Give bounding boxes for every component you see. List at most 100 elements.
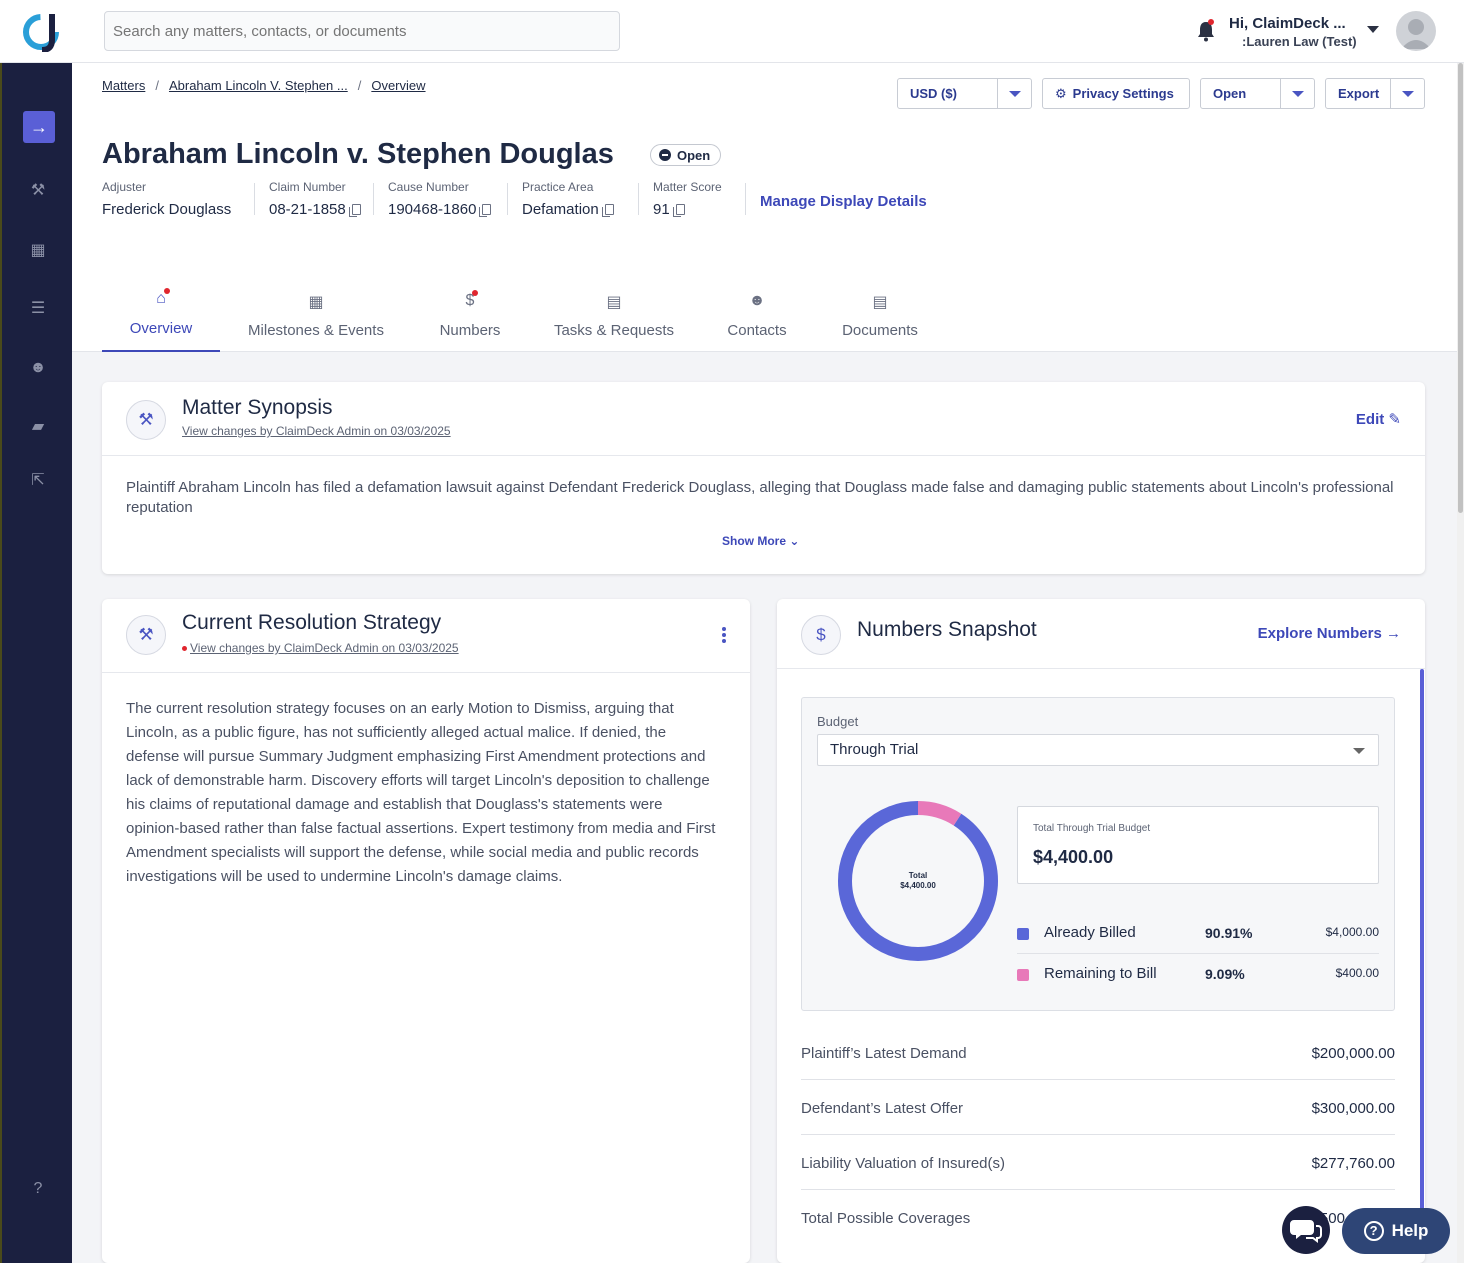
breadcrumb-matter[interactable]: Abraham Lincoln V. Stephen ... — [168, 78, 348, 93]
copy-icon[interactable] — [348, 204, 361, 217]
card-title: Numbers Snapshot — [857, 618, 1037, 641]
donut-center-label: Total — [909, 871, 928, 880]
total-budget-label: Total Through Trial Budget — [1033, 823, 1151, 834]
breadcrumb-matters[interactable]: Matters — [102, 78, 146, 93]
donut-center-value: $4,400.00 — [900, 881, 936, 890]
user-menu-caret-icon[interactable] — [1367, 26, 1379, 33]
search-input[interactable] — [104, 11, 620, 51]
user-org[interactable]: :Lauren Law (Test) — [1242, 34, 1357, 49]
tab-label: Documents — [842, 322, 918, 339]
divider — [254, 183, 255, 215]
legend-name: Remaining to Bill — [1044, 965, 1157, 982]
meta-value: Defamation — [522, 201, 599, 218]
edit-button[interactable]: Edit ✎ — [1355, 411, 1401, 428]
view-changes-link[interactable]: View changes by ClaimDeck Admin on 03/03… — [182, 424, 451, 438]
claimdeck-logo[interactable] — [22, 10, 64, 52]
sidebar-tasks-icon[interactable]: ☰ — [30, 300, 46, 317]
file-icon: ▤ — [606, 294, 622, 311]
manage-display-details-link[interactable]: Manage Display Details — [760, 193, 927, 210]
matter-synopsis-card: ⚒ Matter Synopsis View changes by ClaimD… — [102, 382, 1425, 574]
sidebar-share-icon[interactable]: ⇱ — [31, 472, 45, 489]
meta-cause-number: Cause Number 190468-1860 — [388, 180, 492, 218]
breadcrumb-overview[interactable]: Overview — [371, 78, 426, 93]
help-button[interactable]: ? Help — [1342, 1208, 1450, 1254]
scrollbar[interactable] — [1420, 669, 1424, 1254]
divider — [777, 668, 1425, 669]
legend-swatch — [1017, 969, 1029, 981]
user-greeting[interactable]: Hi, ClaimDeck ... — [1229, 15, 1346, 32]
export-button[interactable]: Export — [1325, 78, 1425, 109]
unread-dot — [182, 646, 187, 652]
minus-circle-icon — [659, 149, 671, 161]
sidebar-expand-button[interactable]: → — [23, 111, 55, 143]
privacy-settings-button[interactable]: ⚙ Privacy Settings — [1042, 78, 1190, 109]
explore-numbers-link[interactable]: Explore Numbers → — [1257, 625, 1401, 642]
home-icon: ⌂ — [156, 288, 170, 310]
divider — [745, 183, 746, 215]
currency-label: USD ($) — [910, 86, 957, 101]
tab-milestones[interactable]: ▦ Milestones & Events — [220, 283, 412, 352]
avatar[interactable] — [1396, 11, 1436, 51]
meta-key: Adjuster — [102, 180, 147, 194]
status-badge: Open — [650, 144, 722, 166]
tab-numbers[interactable]: $ Numbers — [412, 283, 528, 352]
sidebar-gavel-icon[interactable]: ⚒ — [30, 182, 46, 199]
legend-item: Remaining to Bill 9.09% $400.00 — [1017, 955, 1379, 995]
chevron-down-icon[interactable] — [1280, 79, 1314, 108]
numbers-row: Liability Valuation of Insured(s) $277,7… — [801, 1135, 1395, 1190]
users-icon: ☻ — [748, 292, 766, 309]
notification-dot — [1208, 19, 1214, 25]
meta-value: 08-21-1858 — [269, 201, 346, 218]
sidebar-help-icon[interactable]: ? — [33, 1180, 43, 1197]
meta-value: Frederick Douglass — [102, 201, 232, 218]
numbers-row-label: Total Possible Coverages — [801, 1210, 971, 1227]
gavel-icon: ⚒ — [126, 615, 166, 655]
show-more-button[interactable]: Show More ⌄ — [722, 534, 800, 548]
budget-panel: Budget Through Trial Total $4,400.00 Tot… — [801, 697, 1395, 1011]
tab-tasks[interactable]: ▤ Tasks & Requests — [528, 283, 700, 352]
legend-amount: $400.00 — [1335, 966, 1379, 980]
tab-label: Overview — [129, 320, 193, 337]
breadcrumb: Matters / Abraham Lincoln V. Stephen ... / O… — [102, 78, 426, 93]
legend-percent: 90.91% — [1205, 925, 1253, 941]
arrow-right-icon: → — [1386, 625, 1401, 642]
copy-icon[interactable] — [672, 204, 685, 217]
chevron-down-icon[interactable] — [997, 79, 1031, 108]
status-select[interactable]: Open — [1200, 78, 1315, 109]
sidebar-chat-icon[interactable]: ▰ — [31, 418, 45, 435]
gear-icon: ⚙ — [1055, 85, 1067, 101]
calendar-check-icon: ▦ — [308, 294, 324, 311]
gavel-icon: ⚒ — [126, 400, 166, 440]
tab-label: Tasks & Requests — [553, 322, 675, 339]
tab-contacts[interactable]: ☻ Contacts — [700, 283, 814, 352]
top-bar: Hi, ClaimDeck ... :Lauren Law (Test) — [0, 0, 1464, 63]
copy-icon[interactable] — [601, 204, 614, 217]
tab-overview[interactable]: ⌂ Overview — [102, 283, 220, 352]
page-scrollbar[interactable] — [1457, 63, 1464, 1263]
chat-button[interactable] — [1282, 1206, 1330, 1254]
copy-icon[interactable] — [479, 204, 492, 217]
card-title: Matter Synopsis — [182, 396, 333, 419]
total-budget-box: Total Through Trial Budget $4,400.00 — [1017, 806, 1379, 884]
divider — [102, 672, 750, 673]
status-badge-label: Open — [677, 147, 711, 163]
legend-item: Already Billed 90.91% $4,000.00 — [1017, 914, 1379, 954]
status-label: Open — [1213, 86, 1247, 101]
invoice-dollar-icon: $ — [466, 290, 479, 312]
chevron-down-icon[interactable] — [1390, 79, 1424, 108]
tab-documents[interactable]: ▤ Documents — [814, 283, 946, 352]
view-changes-link[interactable]: View changes by ClaimDeck Admin on 03/03… — [182, 641, 459, 655]
notification-bell-icon[interactable] — [1196, 20, 1216, 42]
breadcrumb-separator: / — [357, 78, 362, 93]
sidebar-calendar-icon[interactable]: ▦ — [30, 242, 46, 259]
numbers-row-value: $300,000.00 — [1311, 1100, 1395, 1117]
meta-matter-score: Matter Score 91 — [653, 180, 722, 218]
meta-key: Practice Area — [522, 180, 594, 194]
kebab-menu-icon[interactable] — [722, 627, 726, 643]
synopsis-text: Plaintiff Abraham Lincoln has filed a de… — [126, 479, 1394, 516]
meta-value: 190468-1860 — [388, 201, 477, 218]
budget-select[interactable]: Through Trial — [817, 734, 1379, 766]
chevron-down-icon: ⌄ — [789, 534, 800, 548]
sidebar-users-icon[interactable]: ☻ — [29, 359, 47, 376]
currency-select[interactable]: USD ($) — [897, 78, 1032, 109]
